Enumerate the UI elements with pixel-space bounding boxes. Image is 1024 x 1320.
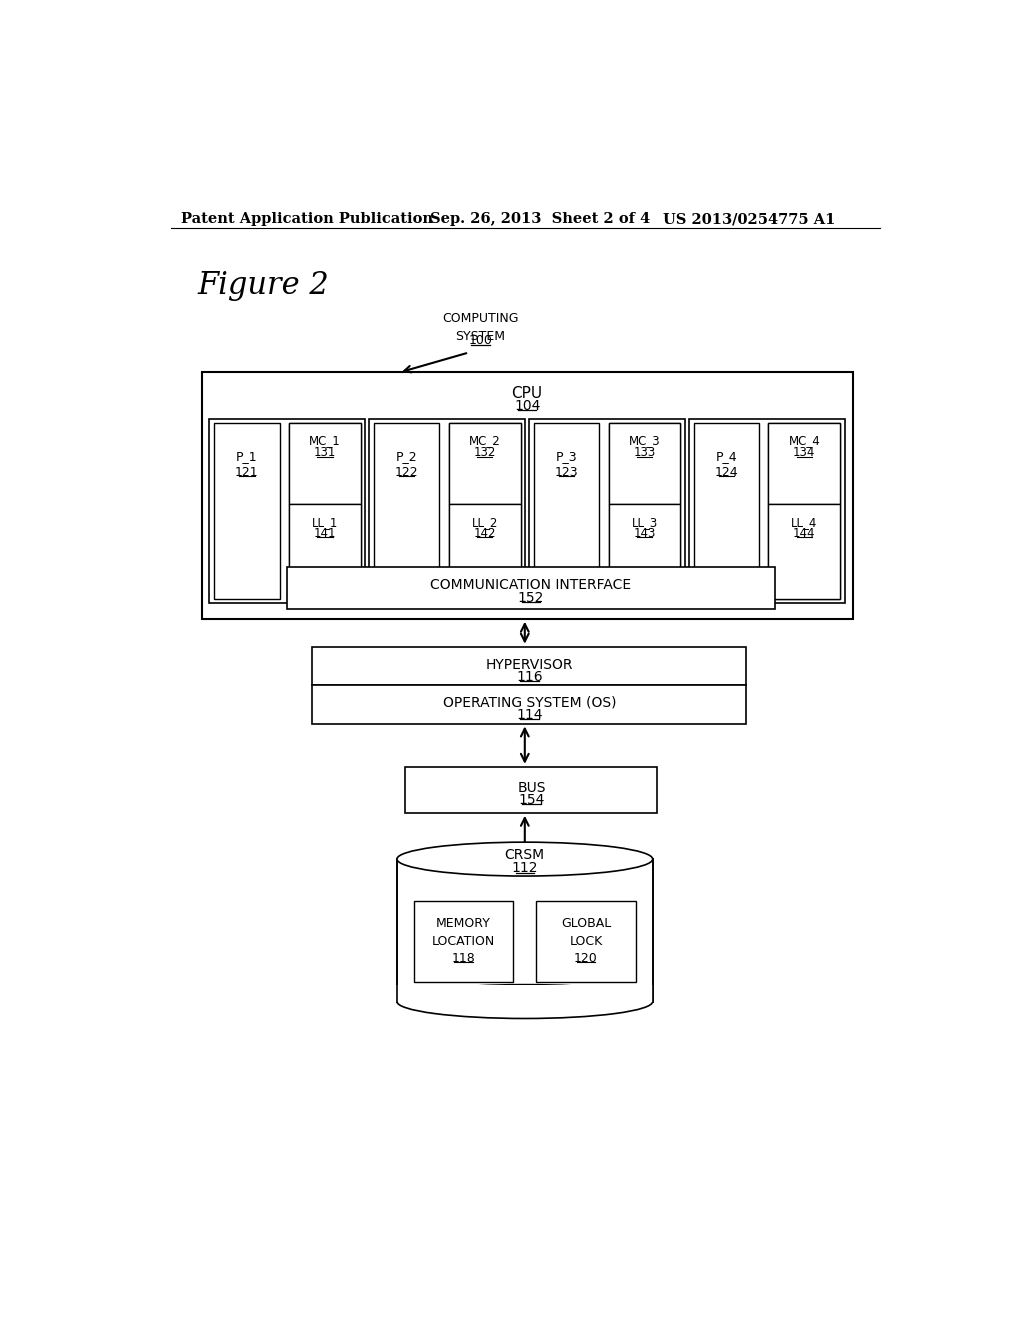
- Ellipse shape: [397, 985, 652, 1019]
- Text: LL_2: LL_2: [471, 516, 498, 528]
- Text: LL_3: LL_3: [632, 516, 657, 528]
- Bar: [414, 902, 513, 982]
- Text: 121: 121: [234, 466, 259, 479]
- Bar: [406, 767, 657, 813]
- Text: COMMUNICATION INTERFACE: COMMUNICATION INTERFACE: [430, 578, 632, 593]
- Text: HYPERVISOR: HYPERVISOR: [485, 659, 573, 672]
- Text: 116: 116: [516, 671, 543, 685]
- Text: 132: 132: [473, 446, 496, 459]
- Bar: [289, 424, 360, 599]
- Bar: [693, 424, 759, 599]
- Text: 143: 143: [633, 527, 655, 540]
- Bar: [396, 985, 653, 1002]
- Text: P_4: P_4: [716, 450, 737, 463]
- Text: US 2013/0254775 A1: US 2013/0254775 A1: [663, 213, 836, 226]
- Text: Patent Application Publication: Patent Application Publication: [180, 213, 433, 226]
- Bar: [608, 424, 680, 504]
- Text: 133: 133: [634, 446, 655, 459]
- Text: Figure 2: Figure 2: [198, 271, 330, 301]
- Text: BUS: BUS: [517, 780, 546, 795]
- Bar: [689, 418, 845, 603]
- Bar: [608, 504, 680, 599]
- Text: P_2: P_2: [396, 450, 418, 463]
- Bar: [768, 504, 841, 599]
- Text: MEMORY
LOCATION: MEMORY LOCATION: [432, 917, 496, 948]
- Bar: [214, 424, 280, 599]
- Text: 131: 131: [313, 446, 336, 459]
- Text: 114: 114: [516, 708, 543, 722]
- Text: COMPUTING
SYSTEM: COMPUTING SYSTEM: [442, 313, 519, 343]
- Text: CRSM: CRSM: [505, 847, 545, 862]
- Bar: [768, 424, 841, 504]
- Bar: [289, 424, 360, 504]
- Bar: [449, 424, 520, 504]
- Bar: [537, 902, 636, 982]
- Text: 141: 141: [313, 527, 336, 540]
- Text: OPERATING SYSTEM (OS): OPERATING SYSTEM (OS): [442, 696, 616, 710]
- Text: 144: 144: [794, 527, 815, 540]
- Text: P_1: P_1: [236, 450, 258, 463]
- Text: 118: 118: [452, 952, 475, 965]
- Bar: [534, 424, 599, 599]
- Bar: [312, 685, 746, 723]
- Bar: [289, 504, 360, 599]
- Text: 104: 104: [514, 400, 541, 413]
- Text: P_3: P_3: [556, 450, 578, 463]
- Bar: [287, 566, 775, 609]
- Text: 124: 124: [715, 466, 738, 479]
- Bar: [529, 418, 685, 603]
- Text: LL_1: LL_1: [311, 516, 338, 528]
- Bar: [374, 424, 439, 599]
- Text: 142: 142: [473, 527, 496, 540]
- Text: 154: 154: [518, 793, 545, 807]
- Bar: [209, 418, 366, 603]
- Bar: [202, 372, 853, 619]
- Bar: [608, 424, 680, 599]
- Text: Sep. 26, 2013  Sheet 2 of 4: Sep. 26, 2013 Sheet 2 of 4: [430, 213, 650, 226]
- Text: 112: 112: [512, 861, 538, 875]
- Bar: [370, 418, 525, 603]
- Text: GLOBAL
LOCK: GLOBAL LOCK: [561, 917, 611, 948]
- Text: 100: 100: [469, 334, 493, 347]
- Bar: [312, 647, 746, 685]
- Text: LL_4: LL_4: [792, 516, 817, 528]
- Text: 134: 134: [794, 446, 815, 459]
- Text: 120: 120: [574, 952, 598, 965]
- Bar: [768, 424, 841, 599]
- Text: CPU: CPU: [512, 387, 543, 401]
- Ellipse shape: [397, 842, 652, 876]
- Text: 123: 123: [555, 466, 579, 479]
- Text: MC_2: MC_2: [469, 434, 501, 447]
- Text: 152: 152: [518, 591, 544, 605]
- Text: MC_3: MC_3: [629, 434, 660, 447]
- Text: 122: 122: [395, 466, 419, 479]
- Text: MC_1: MC_1: [309, 434, 341, 447]
- Bar: [449, 424, 520, 599]
- Bar: [449, 504, 520, 599]
- Text: MC_4: MC_4: [788, 434, 820, 447]
